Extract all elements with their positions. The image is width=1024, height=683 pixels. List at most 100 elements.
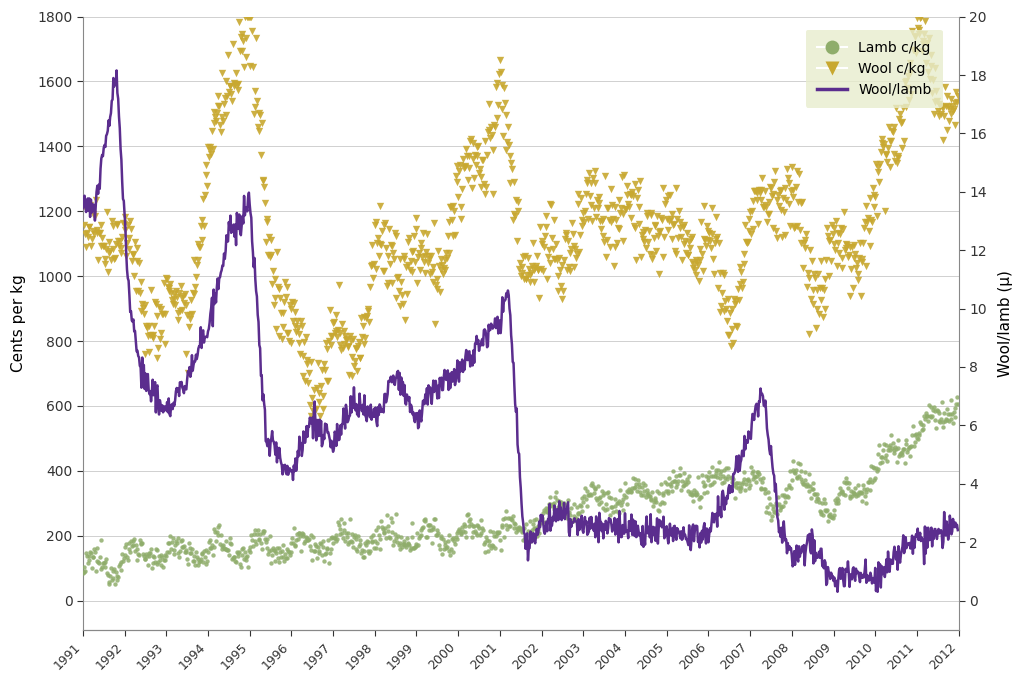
Point [168,535,184,546]
Point [945,417,962,428]
Point [842,291,858,302]
Point [807,273,823,283]
Point [407,541,423,552]
Point [453,213,469,224]
Point [195,548,211,559]
Point [442,544,459,555]
Point [744,223,761,234]
Point [375,266,391,277]
Point [385,247,401,258]
Point [684,231,700,242]
Point [321,335,337,346]
Point [79,550,95,561]
Point [579,174,595,185]
Point [584,477,600,488]
Point [931,408,947,419]
Point [691,254,708,265]
Point [229,85,246,96]
Point [709,234,725,245]
Point [340,342,356,352]
Point [409,212,425,223]
Point [416,514,432,525]
Point [660,191,677,201]
Point [847,482,863,493]
Point [535,265,551,276]
Point [724,324,740,335]
Point [242,11,258,22]
Point [339,527,355,538]
Point [265,266,282,277]
Point [483,540,500,551]
Point [869,449,886,460]
Point [743,467,760,478]
Point [186,550,203,561]
Point [836,207,852,218]
Point [631,202,647,213]
Point [938,404,954,415]
Point [77,566,93,577]
Point [318,542,335,553]
Point [527,261,544,272]
Point [693,217,710,227]
Point [831,228,848,239]
Point [412,264,428,275]
Point [337,331,353,342]
Point [583,178,599,189]
Point [788,221,805,232]
Point [640,236,656,247]
Point [949,391,966,402]
Point [556,497,572,508]
Point [187,559,204,570]
Point [679,227,695,238]
Point [611,507,628,518]
Point [570,199,587,210]
Point [84,562,100,573]
Point [465,154,481,165]
Point [705,202,721,213]
Point [741,226,758,237]
Point [78,548,94,559]
Point [258,534,274,545]
Point [431,286,447,297]
Point [365,273,381,283]
Point [329,332,345,343]
Point [718,303,734,314]
Point [696,487,713,498]
Point [659,224,676,235]
Point [819,505,836,516]
Point [879,456,895,466]
Point [358,310,375,321]
Point [490,527,507,538]
Point [159,546,175,557]
Point [692,243,709,254]
Point [513,268,529,279]
Point [569,508,586,519]
Point [291,329,307,339]
Point [714,288,730,299]
Point [732,486,749,497]
Point [264,278,281,289]
Point [770,189,786,200]
Point [117,225,133,236]
Point [479,534,496,545]
Point [624,487,640,498]
Point [145,329,162,340]
Point [539,502,555,513]
Point [380,526,396,537]
Point [229,550,246,561]
Point [436,264,453,275]
Point [873,451,890,462]
Point [631,482,647,492]
Point [335,524,351,535]
Point [287,307,303,318]
Point [201,536,217,547]
Point [734,477,751,488]
Point [715,471,731,482]
Point [703,229,720,240]
Point [670,476,686,487]
Point [555,504,571,515]
Point [247,536,263,547]
Point [250,121,266,132]
Point [424,266,440,277]
Point [586,488,602,499]
